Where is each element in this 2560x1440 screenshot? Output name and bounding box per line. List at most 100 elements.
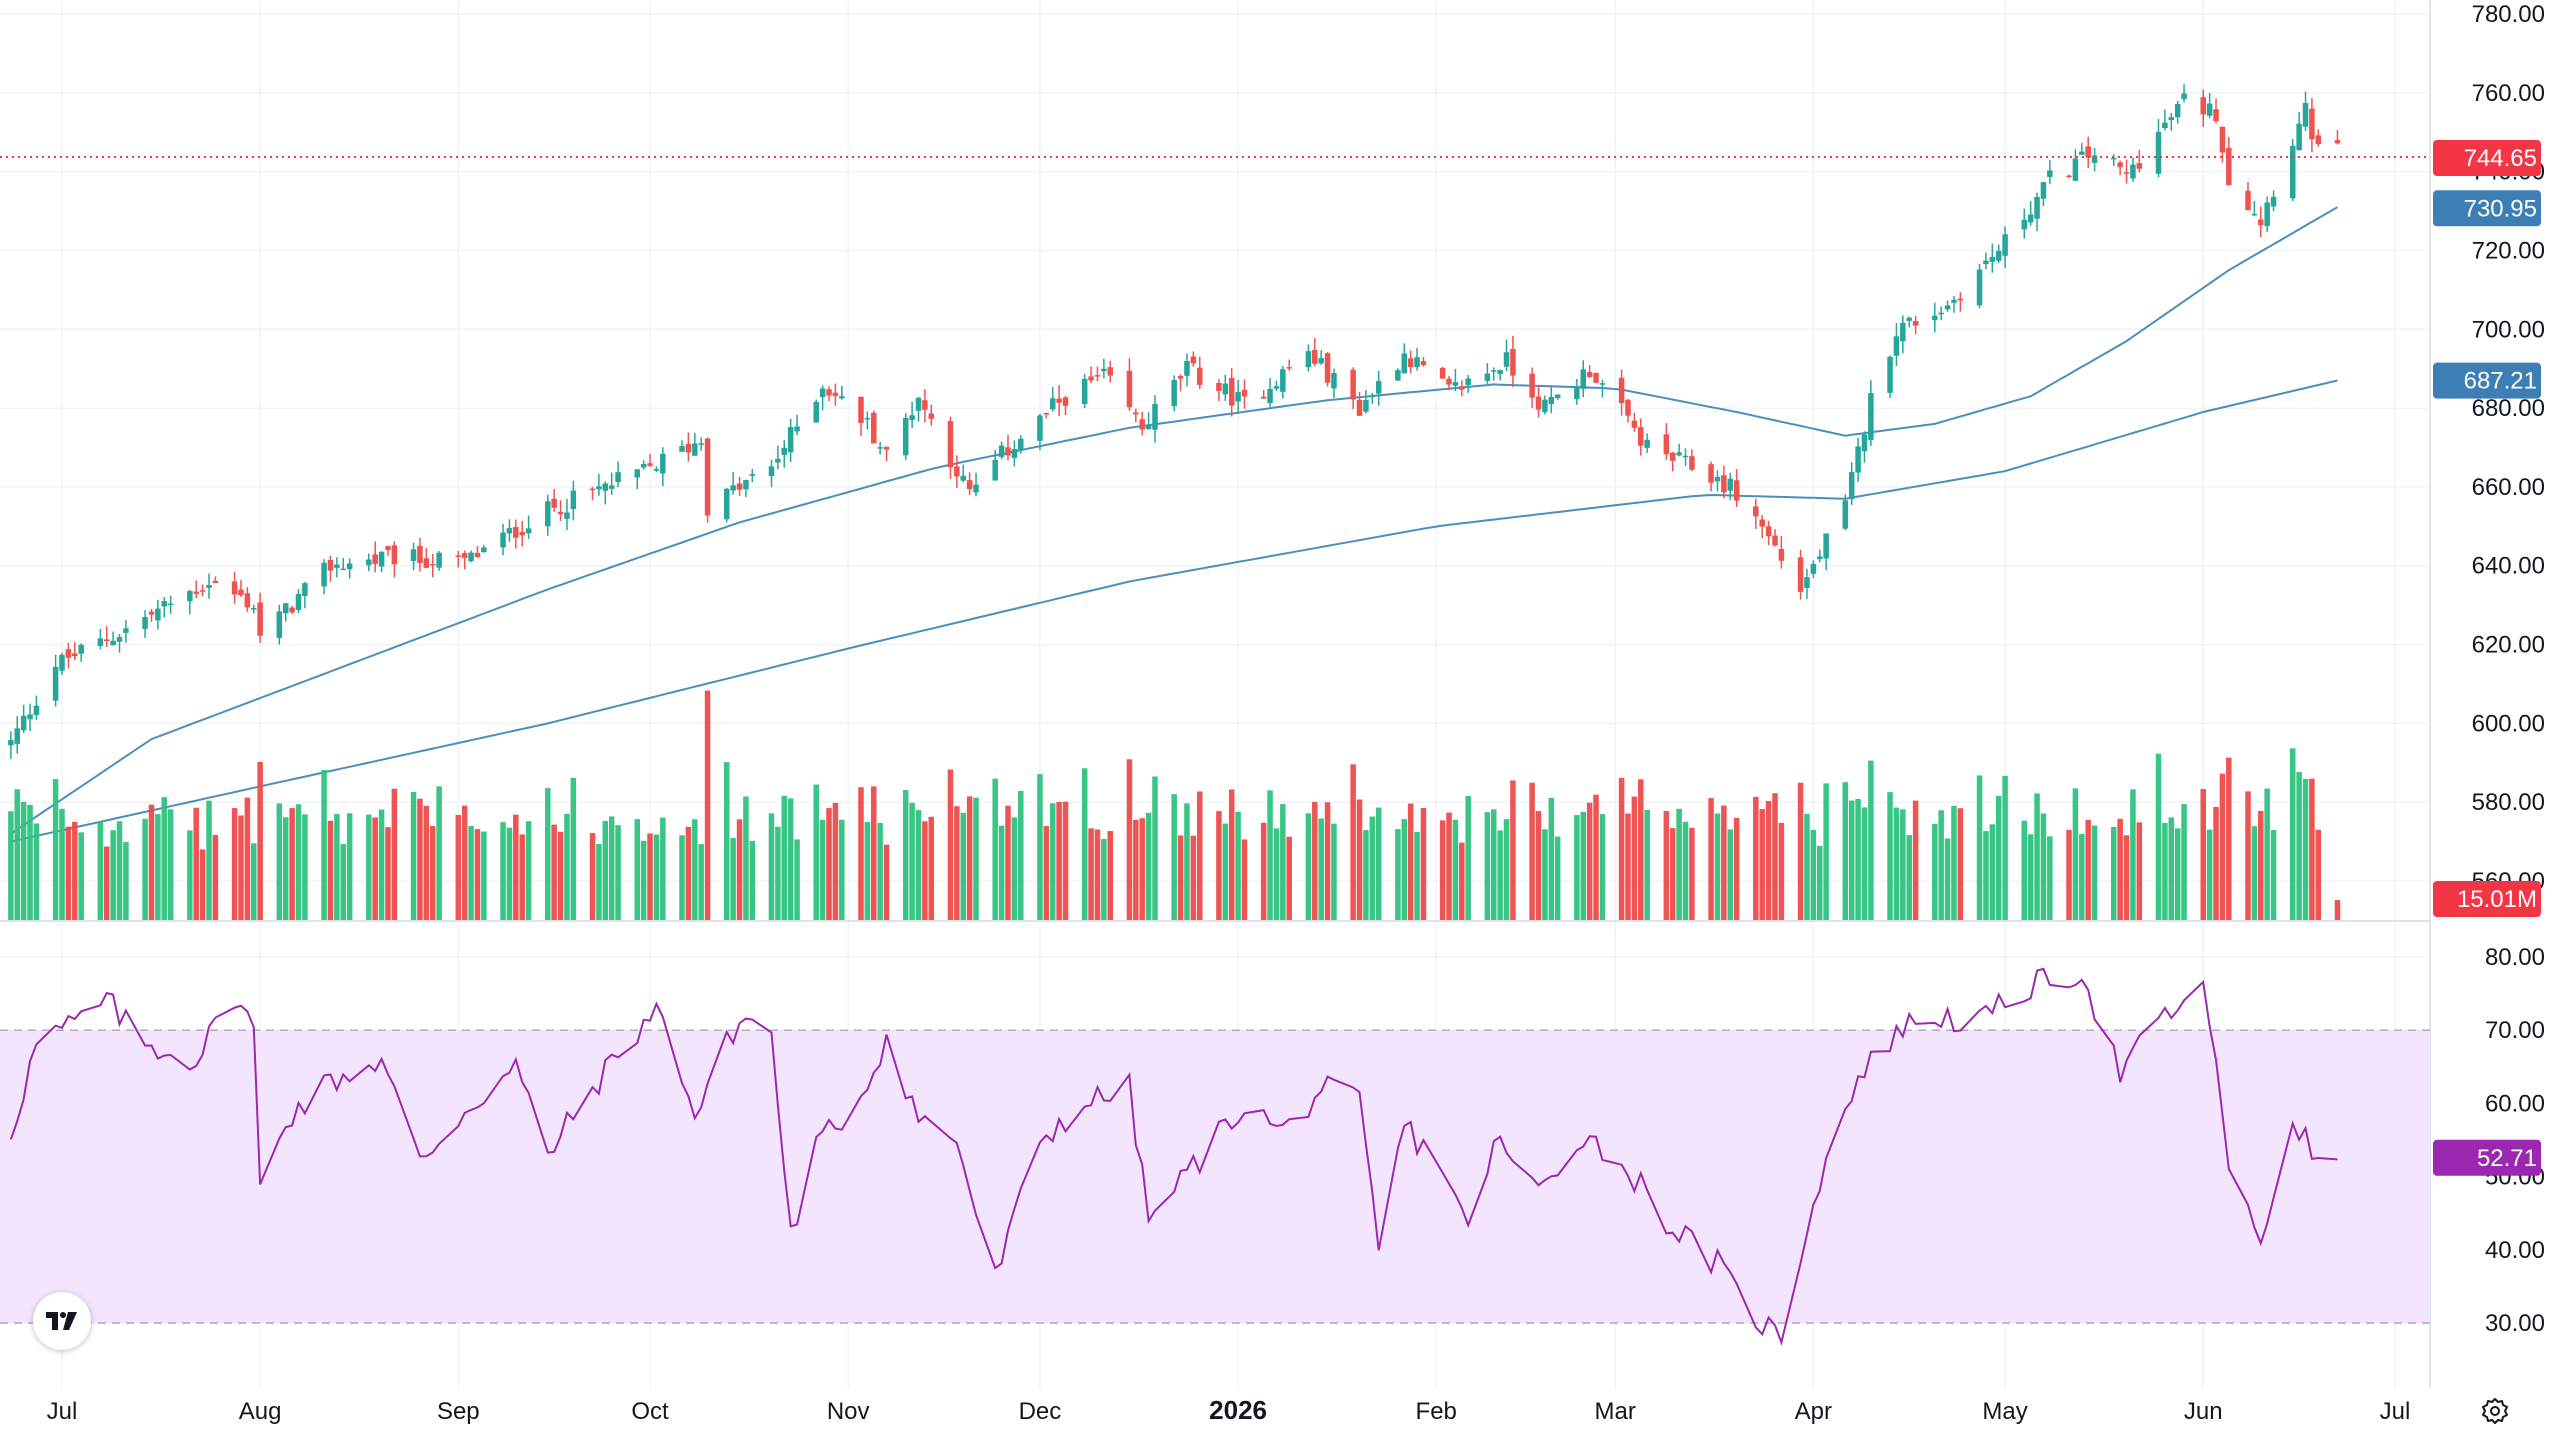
moving-average-tag: 730.95 — [2464, 195, 2537, 222]
volume-bar — [685, 826, 692, 920]
time-axis-label: Nov — [827, 1398, 870, 1425]
volume-bar — [1676, 808, 1682, 920]
volume-bar — [1446, 812, 1452, 920]
candle-body — [1241, 389, 1248, 397]
volume-bar — [1420, 807, 1427, 920]
volume-bar — [992, 778, 998, 920]
volume-bar — [282, 817, 289, 920]
candle-body — [832, 392, 839, 397]
candle-body — [1580, 369, 1586, 389]
volume-bar — [1644, 809, 1650, 920]
volume-bar — [1459, 842, 1465, 920]
volume-bar — [142, 818, 148, 920]
volume-bar — [1689, 827, 1695, 920]
volume-tag-bg — [2433, 881, 2541, 917]
candle-body — [749, 473, 756, 476]
candle-body — [1228, 378, 1235, 406]
volume-bar — [551, 824, 557, 920]
volume-bar — [340, 843, 346, 920]
candle-body — [251, 607, 257, 610]
rsi-line — [9, 967, 2338, 1346]
candle-body — [653, 468, 660, 471]
volume-bar — [2200, 788, 2206, 920]
volume-bar — [883, 844, 890, 920]
volume-bar — [1018, 790, 1024, 920]
volume-bar — [1638, 779, 1644, 920]
volume-bar — [1906, 835, 1912, 920]
candle-body — [1318, 358, 1324, 364]
candle-body — [2117, 162, 2123, 168]
time-axis[interactable]: Jul Aug Sep Oct Nov Dec 2026 Feb Mar Apr May Jun Jul — [47, 1395, 2411, 1425]
volume-bar — [123, 842, 129, 920]
volume-bar — [1356, 799, 1363, 920]
volume-bar — [474, 829, 481, 920]
candle-body — [2206, 103, 2213, 116]
volume-bar — [1414, 831, 1420, 920]
candle-body — [1395, 370, 1401, 381]
candle-body — [1727, 478, 1734, 491]
volume-bar — [251, 843, 257, 920]
candle-body — [1618, 377, 1625, 404]
volume-bar — [1708, 798, 1714, 920]
candle-body — [2213, 109, 2219, 122]
volume-bar — [417, 798, 423, 920]
volume-bar — [1043, 826, 1050, 920]
volume-bar — [1056, 802, 1062, 920]
time-axis-label: Feb — [1416, 1398, 1457, 1425]
volume-bar — [909, 802, 915, 920]
volume-bar — [564, 813, 570, 920]
volume-bar — [2130, 789, 2136, 920]
volume-bar — [871, 786, 877, 920]
price-tick-label: 640.00 — [2472, 553, 2545, 580]
candle-body — [679, 446, 685, 452]
volume-bar — [1286, 836, 1292, 920]
candle-body — [730, 485, 736, 491]
volume-bar — [2174, 828, 2181, 920]
candle-body — [692, 443, 698, 456]
volume-bar — [410, 791, 417, 920]
candle-body — [685, 443, 692, 453]
volume-bar — [327, 820, 334, 920]
last-price-tag: 744.65 — [2464, 145, 2537, 172]
volume-bar — [423, 805, 430, 920]
candle-body — [1139, 419, 1145, 430]
volume-bar — [1510, 780, 1516, 920]
candle-body — [1816, 556, 1823, 560]
volume-bar — [1816, 845, 1823, 920]
time-axis-label: Oct — [631, 1398, 669, 1425]
candle-body — [2315, 135, 2322, 145]
tradingview-logo-icon[interactable] — [33, 1292, 91, 1350]
candle-body — [1190, 356, 1197, 364]
volume-bar — [1235, 811, 1241, 920]
candle-body — [819, 388, 826, 398]
price-axis[interactable]: 780.00760.00740.00720.00700.00680.00660.… — [2472, 1, 2545, 895]
candle-body — [1861, 434, 1868, 452]
volume-bar — [1177, 835, 1184, 920]
candle-body — [142, 617, 148, 629]
candle-body — [1133, 412, 1139, 415]
volume-bar — [1491, 809, 1497, 920]
candle-body — [1625, 399, 1631, 416]
gear-glyph — [2482, 1398, 2508, 1424]
candle-body — [1350, 369, 1356, 400]
candle-body — [1893, 336, 1900, 356]
settings-gear-icon[interactable] — [2478, 1394, 2512, 1428]
candle-body — [1062, 397, 1069, 406]
volume-bar — [947, 769, 954, 920]
volume-bar — [832, 802, 839, 920]
volume-bar — [2091, 825, 2098, 920]
volume-bar — [59, 808, 65, 920]
volume-bar — [1976, 775, 1983, 920]
candle-body — [1682, 455, 1689, 458]
candle-body — [385, 546, 391, 551]
volume-bar — [2213, 806, 2219, 920]
candle-body — [2309, 108, 2315, 140]
volume-bar — [429, 826, 436, 920]
volume-bar — [20, 801, 27, 920]
candle-body — [78, 644, 84, 654]
candle-body — [257, 602, 263, 636]
price-tick-label: 680.00 — [2472, 395, 2545, 422]
volume-bar — [1011, 817, 1018, 920]
